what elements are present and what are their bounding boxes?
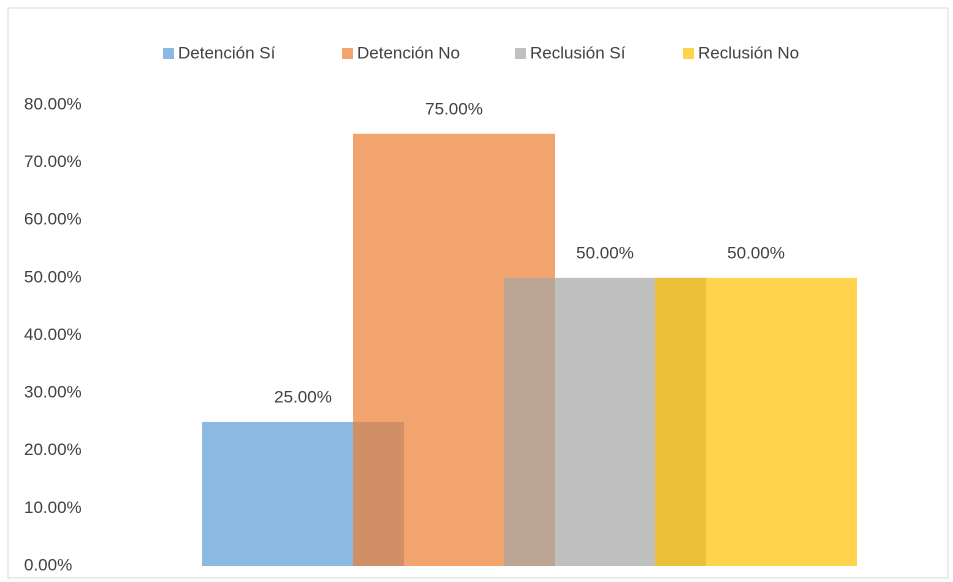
data-label: 50.00% xyxy=(727,243,785,262)
legend-swatch xyxy=(683,48,694,59)
y-tick-label: 40.00% xyxy=(24,325,82,344)
data-label: 50.00% xyxy=(576,243,634,262)
y-tick-label: 60.00% xyxy=(24,210,82,229)
legend-label: Reclusión No xyxy=(698,43,799,62)
data-label: 75.00% xyxy=(425,99,483,118)
legend-swatch xyxy=(515,48,526,59)
data-label: 25.00% xyxy=(274,387,332,406)
y-tick-label: 70.00% xyxy=(24,152,82,171)
legend-label: Reclusión Sí xyxy=(530,43,626,62)
y-tick-label: 80.00% xyxy=(24,94,82,113)
bar xyxy=(655,277,857,566)
y-tick-label: 50.00% xyxy=(24,267,82,286)
legend-label: Detención Sí xyxy=(178,43,276,62)
y-tick-label: 10.00% xyxy=(24,498,82,517)
y-tick-label: 20.00% xyxy=(24,440,82,459)
legend-swatch xyxy=(342,48,353,59)
y-tick-label: 30.00% xyxy=(24,383,82,402)
legend-swatch xyxy=(163,48,174,59)
y-tick-label: 0.00% xyxy=(24,555,72,574)
legend-label: Detención No xyxy=(357,43,460,62)
